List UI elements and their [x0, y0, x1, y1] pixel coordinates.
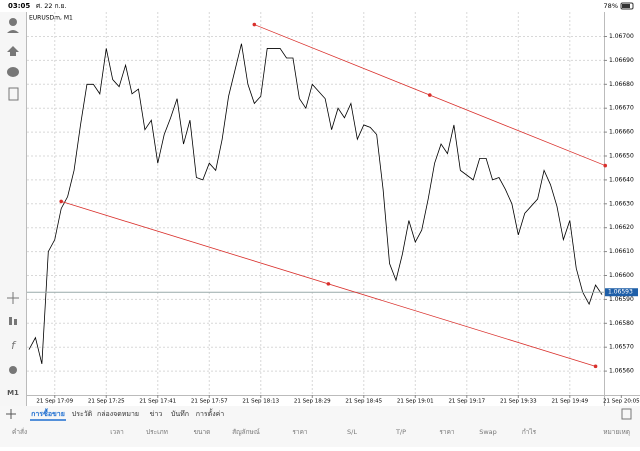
left-toolbar [0, 12, 26, 407]
y-tick-label: 1.06640 [609, 176, 634, 183]
timeframe-button[interactable]: M1 [7, 389, 19, 397]
candle-icon-2[interactable] [14, 319, 17, 325]
y-tick-label: 1.06610 [609, 248, 634, 255]
column-header: กำไร [522, 428, 537, 436]
x-tick-label: 21 Sep 17:09 [36, 399, 73, 405]
x-tick-label: 21 Sep 19:01 [397, 399, 434, 405]
tab[interactable]: การตั้งค่า [196, 407, 225, 418]
trade-icon[interactable] [7, 46, 19, 56]
x-tick-label: 21 Sep 17:41 [139, 399, 176, 405]
x-tick-label: 21 Sep 17:25 [88, 399, 125, 405]
plot: 1.06560 1.06570 1.06580 1.06590 1.06600 1.066… [27, 12, 640, 405]
y-tick-label: 1.06570 [609, 344, 634, 351]
y-tick-label: 1.06590 [609, 296, 634, 303]
y-tick-label: 1.06560 [609, 368, 634, 375]
y-tick-label: 1.06670 [609, 105, 634, 112]
column-header: ราคา [439, 428, 454, 436]
column-header: เวลา [110, 428, 124, 436]
candle-icon[interactable] [9, 317, 12, 325]
column-header: T/P [395, 428, 406, 436]
x-tick-label: 21 Sep 18:29 [294, 399, 331, 405]
objects-icon[interactable] [9, 366, 17, 374]
column-header: ขนาด [194, 428, 211, 436]
crosshair-icon[interactable] [7, 292, 19, 304]
battery-text: 78% [604, 2, 618, 10]
trend-midpoint[interactable] [427, 93, 432, 97]
column-header: ราคา [292, 428, 307, 436]
column-header: Swap [479, 428, 497, 436]
price-axis-border [604, 12, 605, 407]
tabs: การซื้อขาย ประวัติ กล่องจดหมาย ข่าว บันทึก กา… [30, 407, 225, 421]
y-tick-label: 1.06690 [609, 57, 634, 64]
last-price-box [605, 288, 638, 297]
y-tick-label: 1.06580 [609, 320, 634, 327]
y-tick-label: 1.06650 [609, 153, 634, 160]
y-tick-label: 1.06600 [609, 272, 634, 279]
tab[interactable]: ข่าว [150, 410, 163, 418]
battery-level [622, 4, 630, 8]
time-axis-border [26, 395, 640, 396]
indicator-icon[interactable]: f [11, 339, 17, 352]
y-tick-label: 1.06630 [609, 200, 634, 207]
trend-anchor[interactable] [603, 163, 608, 168]
trend-midpoint[interactable] [326, 282, 331, 286]
x-tick-label: 21 Sep 18:45 [345, 399, 382, 405]
column-header: ประเภท [146, 428, 168, 436]
x-tick-label: 21 Sep 18:13 [242, 399, 279, 405]
y-tick-label: 1.06660 [609, 129, 634, 136]
chart-border [26, 12, 27, 407]
chat-icon[interactable] [7, 67, 19, 77]
y-tick-label: 1.06700 [609, 33, 634, 40]
status-date: ศ. 22 ก.ย. [36, 2, 66, 10]
chart-symbol: EURUSDm, M1 [29, 15, 73, 22]
account-icon[interactable] [9, 18, 17, 26]
tab[interactable]: กล่องจดหมาย [97, 410, 139, 418]
y-tick-label: 1.06680 [609, 81, 634, 88]
trend-anchor[interactable] [593, 364, 598, 369]
x-tick-label: 21 Sep 19:33 [500, 399, 537, 405]
doc-icon[interactable] [8, 87, 19, 101]
trend-anchor[interactable] [252, 22, 257, 27]
column-header: สัญลักษณ์ [232, 428, 260, 436]
x-tick-label: 21 Sep 17:57 [191, 399, 228, 405]
last-price-label: 1.06593 [608, 289, 633, 296]
battery-icon [620, 2, 634, 10]
status-time: 03:05 [8, 2, 30, 10]
y-tick-label: 1.06620 [609, 224, 634, 231]
panel-toggle[interactable] [621, 408, 632, 420]
account-icon-body[interactable] [7, 30, 19, 33]
bottom-panel [0, 406, 640, 447]
x-tick-label: 21 Sep 20:05 [603, 399, 640, 405]
x-tick-label: 21 Sep 19:17 [448, 399, 485, 405]
tab[interactable]: บันทึก [171, 409, 189, 418]
add-button[interactable] [6, 409, 16, 419]
price-line [28, 43, 603, 365]
column-header: S/L [347, 428, 357, 436]
trend-anchor[interactable] [59, 199, 63, 204]
columns: คำสั่ง เวลา ประเภท ขนาด สัญลักษณ์ ราคา S/L T/P ร… [12, 427, 630, 436]
column-header: หมายเหตุ [603, 428, 630, 436]
tab[interactable]: ประวัติ [72, 410, 93, 418]
column-header: คำสั่ง [12, 427, 27, 436]
tab[interactable]: การซื้อขาย [31, 407, 65, 418]
x-tick-label: 21 Sep 19:49 [551, 399, 588, 405]
